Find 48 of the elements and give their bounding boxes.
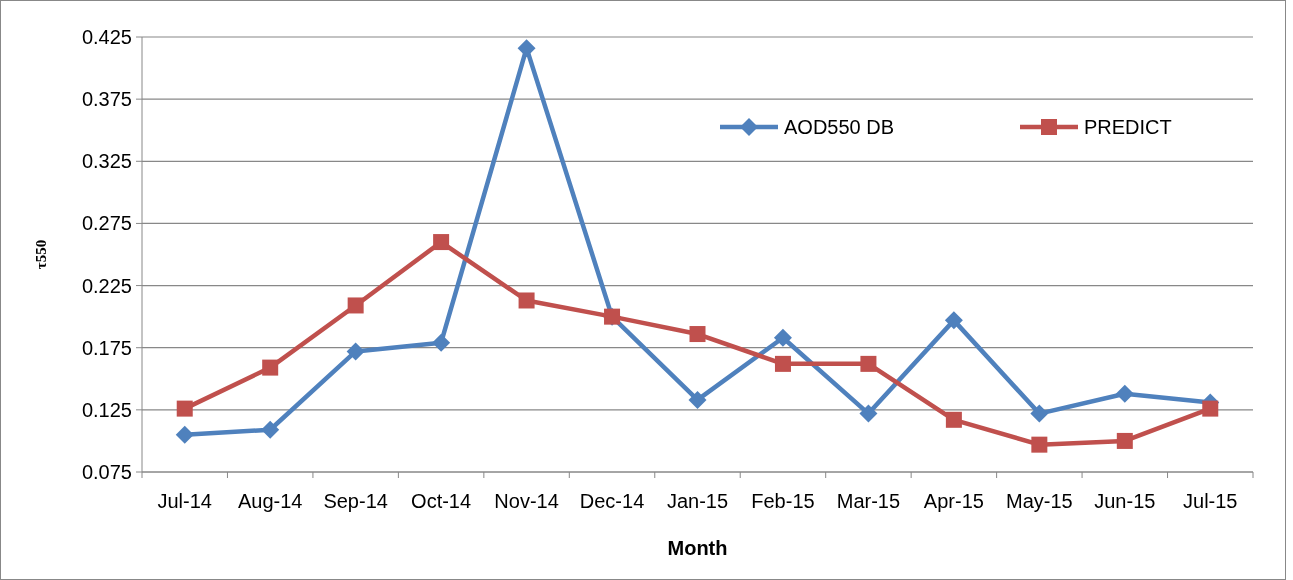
point bbox=[774, 355, 791, 372]
legend-label: AOD550 DB bbox=[784, 116, 895, 138]
point bbox=[432, 333, 451, 352]
point bbox=[1202, 400, 1219, 417]
y-tick-label: 0.175 bbox=[81, 336, 132, 359]
point bbox=[518, 292, 535, 309]
x-tick-label: Sep-14 bbox=[323, 490, 388, 512]
point bbox=[944, 311, 963, 330]
point bbox=[346, 342, 365, 361]
x-tick-label: Dec-14 bbox=[579, 490, 645, 512]
x-tick-label: Aug-14 bbox=[237, 490, 303, 512]
legend-label: PREDICT bbox=[1084, 116, 1172, 138]
point bbox=[433, 234, 450, 251]
y-axis-title: τ550 bbox=[33, 239, 49, 270]
point bbox=[945, 411, 962, 428]
point bbox=[859, 404, 878, 423]
x-tick-label: Jun-15 bbox=[1094, 490, 1156, 512]
point bbox=[261, 420, 280, 439]
point bbox=[1115, 384, 1134, 403]
point bbox=[1030, 404, 1049, 423]
point bbox=[347, 297, 364, 314]
y-tick-label: 0.275 bbox=[81, 212, 132, 235]
point bbox=[262, 359, 279, 376]
point bbox=[517, 39, 536, 58]
x-tick-label: Oct-14 bbox=[411, 490, 472, 512]
x-axis-title: Month bbox=[667, 537, 728, 559]
x-tick-label: May-15 bbox=[1005, 490, 1073, 512]
point bbox=[1116, 432, 1133, 449]
y-tick-label: 0.425 bbox=[81, 26, 132, 48]
x-tick-label: Feb-15 bbox=[751, 490, 815, 512]
point bbox=[176, 400, 193, 417]
y-tick-label: 0.125 bbox=[81, 398, 132, 421]
x-tick-label: Apr-15 bbox=[923, 490, 984, 512]
x-tick-label: Jan-15 bbox=[666, 490, 729, 512]
y-tick-label: 0.075 bbox=[81, 461, 132, 483]
point bbox=[860, 355, 877, 372]
y-tick-label: 0.225 bbox=[81, 274, 132, 297]
y-tick-label: 0.375 bbox=[81, 88, 132, 111]
x-tick-label: Jul-15 bbox=[1183, 490, 1238, 512]
point bbox=[773, 328, 792, 347]
point bbox=[689, 326, 706, 343]
point bbox=[1031, 436, 1048, 453]
x-tick-label: Nov-14 bbox=[494, 490, 559, 512]
point bbox=[175, 425, 194, 444]
y-tick-label: 0.325 bbox=[81, 150, 132, 173]
point bbox=[688, 390, 707, 409]
x-tick-label: Jul-14 bbox=[157, 490, 212, 512]
x-tick-label: Mar-15 bbox=[836, 490, 901, 512]
